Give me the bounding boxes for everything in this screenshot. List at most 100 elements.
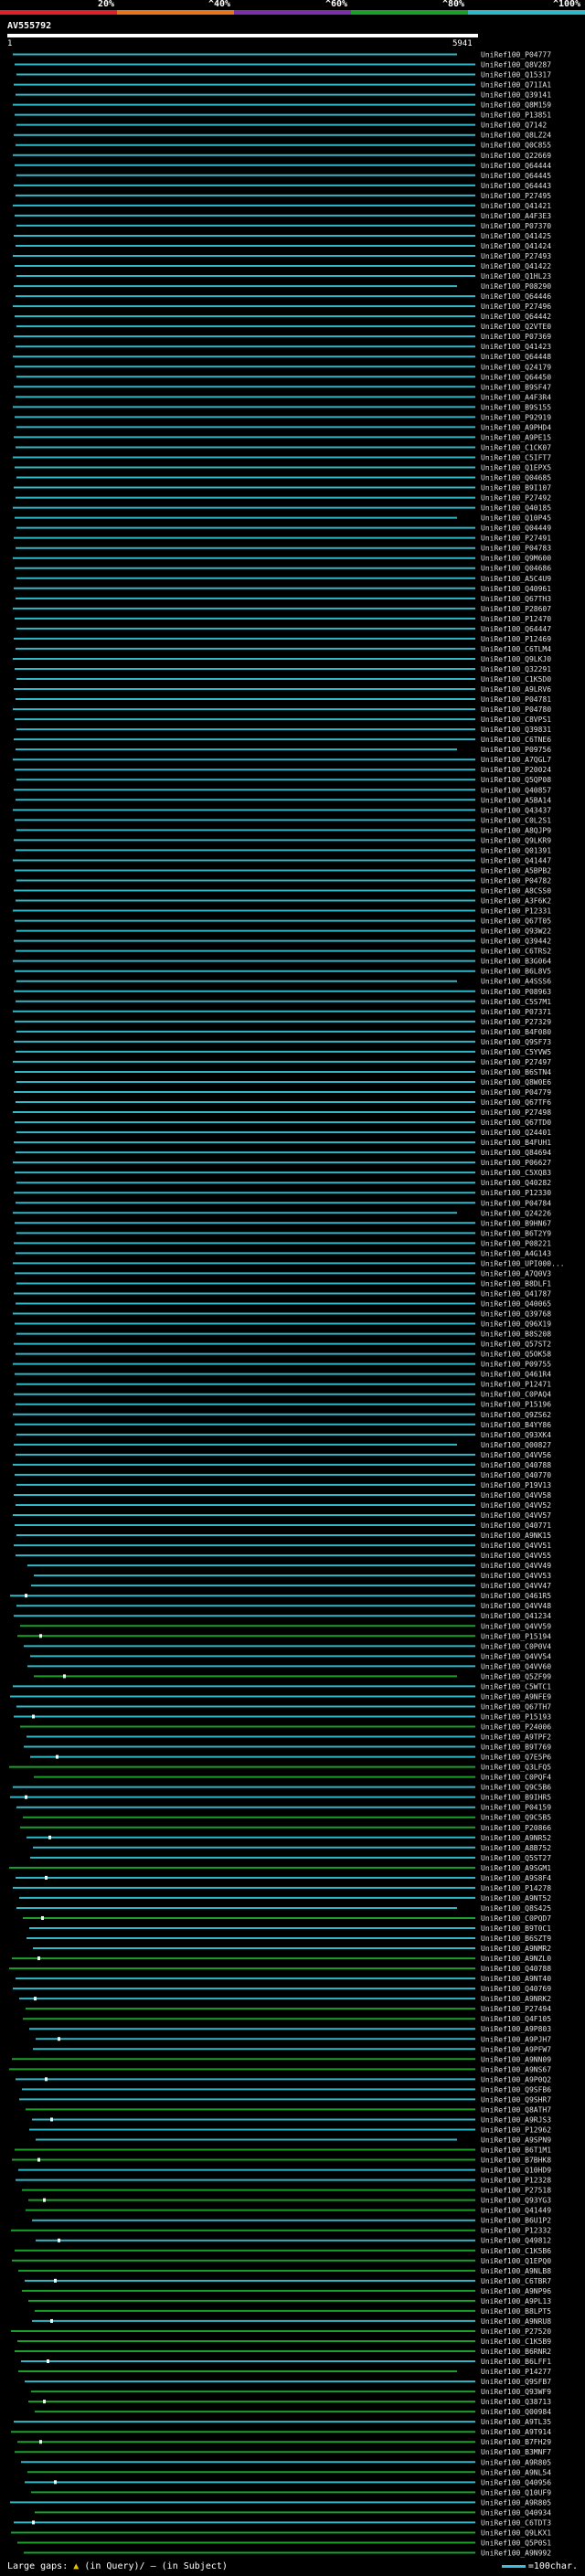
hit-label[interactable]: UniRef100_C8VPS1 [481, 716, 551, 724]
hit-label[interactable]: UniRef100_B8DLF1 [481, 1279, 551, 1288]
hit-label[interactable]: UniRef100_Q15317 [481, 71, 551, 80]
hit-label[interactable]: UniRef100_A8B752 [481, 1844, 551, 1852]
hit-label[interactable]: UniRef100_A4F3R4 [481, 393, 551, 401]
hit-label[interactable]: UniRef100_P19V13 [481, 1481, 551, 1489]
hit-label[interactable]: UniRef100_A7QGL7 [481, 756, 551, 764]
hit-label[interactable]: UniRef100_C0L2S1 [481, 816, 551, 824]
hit-label[interactable]: UniRef100_Q24179 [481, 363, 551, 371]
hit-label[interactable]: UniRef100_P27491 [481, 535, 551, 543]
hit-label[interactable]: UniRef100_C5IFT7 [481, 453, 551, 461]
hit-label[interactable]: UniRef100_B6SZT9 [481, 1935, 551, 1943]
hit-label[interactable]: UniRef100_B6STN4 [481, 1068, 551, 1076]
hit-label[interactable]: UniRef100_Q24401 [481, 1129, 551, 1137]
hit-label[interactable]: UniRef100_A9NLB8 [481, 2267, 551, 2275]
hit-label[interactable]: UniRef100_Q40770 [481, 1471, 551, 1479]
hit-label[interactable]: UniRef100_A4F3E3 [481, 212, 551, 220]
hit-label[interactable]: UniRef100_C1CK07 [481, 443, 551, 451]
hit-label[interactable]: UniRef100_Q4VV48 [481, 1602, 551, 1610]
hit-label[interactable]: UniRef100_P09756 [481, 746, 551, 754]
hit-label[interactable]: UniRef100_Q96X19 [481, 1320, 551, 1329]
hit-label[interactable]: UniRef100_A9NMR2 [481, 1945, 551, 1953]
hit-label[interactable]: UniRef100_B6U1P2 [481, 2217, 551, 2225]
hit-label[interactable]: UniRef100_C5S7M1 [481, 998, 551, 1006]
hit-label[interactable]: UniRef100_A3F6K2 [481, 897, 551, 906]
hit-label[interactable]: UniRef100_A9NN09 [481, 2055, 551, 2063]
hit-label[interactable]: UniRef100_Q00984 [481, 2408, 551, 2416]
hit-label[interactable]: UniRef100_C0P0V4 [481, 1642, 551, 1650]
hit-label[interactable]: UniRef100_P27494 [481, 2005, 551, 2013]
hit-label[interactable]: UniRef100_A9TL35 [481, 2418, 551, 2426]
hit-label[interactable]: UniRef100_A9PHD4 [481, 423, 551, 431]
hit-label[interactable]: UniRef100_Q9LKR9 [481, 836, 551, 844]
hit-label[interactable]: UniRef100_P09755 [481, 1361, 551, 1369]
hit-label[interactable]: UniRef100_P07369 [481, 333, 551, 341]
hit-label[interactable]: UniRef100_C5WTC1 [481, 1682, 551, 1691]
hit-label[interactable]: UniRef100_P15193 [481, 1712, 551, 1721]
hit-label[interactable]: UniRef100_P04783 [481, 545, 551, 553]
hit-label[interactable]: UniRef100_Q5ZF99 [481, 1672, 551, 1680]
hit-label[interactable]: UniRef100_A9NRK2 [481, 1995, 551, 2003]
hit-label[interactable]: UniRef100_A9NP96 [481, 2287, 551, 2295]
hit-label[interactable]: UniRef100_Q64446 [481, 292, 551, 301]
hit-label[interactable]: UniRef100_B9T769 [481, 1744, 551, 1752]
hit-label[interactable]: UniRef100_P12328 [481, 2177, 551, 2185]
hit-label[interactable]: UniRef100_B6L8V5 [481, 968, 551, 976]
hit-label[interactable]: UniRef100_Q9C5B5 [481, 1814, 551, 1822]
hit-label[interactable]: UniRef100_A9NFE9 [481, 1692, 551, 1701]
hit-label[interactable]: UniRef100_P04784 [481, 1199, 551, 1207]
hit-label[interactable]: UniRef100_P14277 [481, 2368, 551, 2376]
hit-label[interactable]: UniRef100_A9N992 [481, 2549, 551, 2557]
hit-label[interactable]: UniRef100_Q5OK58 [481, 1351, 551, 1359]
hit-label[interactable]: UniRef100_Q67TF6 [481, 1098, 551, 1107]
hit-label[interactable]: UniRef100_Q39141 [481, 91, 551, 100]
hit-label[interactable]: UniRef100_Q39831 [481, 726, 551, 734]
hit-label[interactable]: UniRef100_Q67T05 [481, 917, 551, 926]
hit-label[interactable]: UniRef100_A9T914 [481, 2428, 551, 2436]
hit-label[interactable]: UniRef100_C5YVW5 [481, 1048, 551, 1056]
hit-label[interactable]: UniRef100_Q64442 [481, 313, 551, 321]
hit-label[interactable]: UniRef100_Q2VTE0 [481, 323, 551, 331]
hit-label[interactable]: UniRef100_C6TRS2 [481, 948, 551, 956]
hit-label[interactable]: UniRef100_Q4VV55 [481, 1552, 551, 1560]
hit-label[interactable]: UniRef100_Q39442 [481, 938, 551, 946]
hit-label[interactable]: UniRef100_A9PL13 [481, 2297, 551, 2306]
hit-label[interactable]: UniRef100_A4SSS6 [481, 978, 551, 986]
hit-label[interactable]: UniRef100_B9SF47 [481, 383, 551, 391]
hit-label[interactable]: UniRef100_P04779 [481, 1088, 551, 1097]
hit-label[interactable]: UniRef100_P07370 [481, 222, 551, 230]
hit-label[interactable]: UniRef100_Q04686 [481, 565, 551, 573]
hit-label[interactable]: UniRef100_Q8ATH7 [481, 2105, 551, 2114]
hit-label[interactable]: UniRef100_Q8M159 [481, 101, 551, 110]
hit-label[interactable]: UniRef100_B9I107 [481, 484, 551, 493]
hit-label[interactable]: UniRef100_A9NR52 [481, 1834, 551, 1842]
hit-label[interactable]: UniRef100_P12330 [481, 1189, 551, 1197]
hit-label[interactable]: UniRef100_P12962 [481, 2125, 551, 2134]
hit-label[interactable]: UniRef100_Q40185 [481, 504, 551, 513]
hit-label[interactable]: UniRef100_B4YY86 [481, 1421, 551, 1429]
hit-label[interactable]: UniRef100_Q40282 [481, 1179, 551, 1187]
hit-label[interactable]: UniRef100_C1K5D0 [481, 675, 551, 684]
hit-label[interactable]: UniRef100_Q8S425 [481, 1904, 551, 1913]
hit-label[interactable]: UniRef100_Q0C855 [481, 142, 551, 150]
hit-label[interactable]: UniRef100_Q01391 [481, 846, 551, 854]
hit-label[interactable]: UniRef100_P08290 [481, 282, 551, 291]
hit-label[interactable]: UniRef100_P15194 [481, 1632, 551, 1640]
hit-label[interactable]: UniRef100_A9TPF2 [481, 1733, 551, 1742]
hit-label[interactable]: UniRef100_B6LFF1 [481, 2358, 551, 2366]
hit-label[interactable]: UniRef100_Q57ST2 [481, 1341, 551, 1349]
hit-label[interactable]: UniRef100_Q4VV52 [481, 1501, 551, 1510]
hit-label[interactable]: UniRef100_Q04449 [481, 525, 551, 533]
hit-label[interactable]: UniRef100_P07371 [481, 1008, 551, 1016]
hit-label[interactable]: UniRef100_A5C4U9 [481, 575, 551, 583]
hit-label[interactable]: UniRef100_B6T2Y9 [481, 1229, 551, 1237]
hit-label[interactable]: UniRef100_Q4VV54 [481, 1652, 551, 1660]
hit-label[interactable]: UniRef100_C0PAQ4 [481, 1391, 551, 1399]
hit-label[interactable]: UniRef100_A5BPB2 [481, 866, 551, 875]
hit-label[interactable]: UniRef100_B6T1M1 [481, 2147, 551, 2155]
hit-label[interactable]: UniRef100_Q461R4 [481, 1371, 551, 1379]
hit-label[interactable]: UniRef100_Q1EPX5 [481, 464, 551, 472]
hit-label[interactable]: UniRef100_Q4VV59 [481, 1622, 551, 1630]
hit-label[interactable]: UniRef100_A9NS67 [481, 2065, 551, 2073]
hit-label[interactable]: UniRef100_Q4VV58 [481, 1491, 551, 1500]
hit-label[interactable]: UniRef100_A9NRU8 [481, 2317, 551, 2326]
